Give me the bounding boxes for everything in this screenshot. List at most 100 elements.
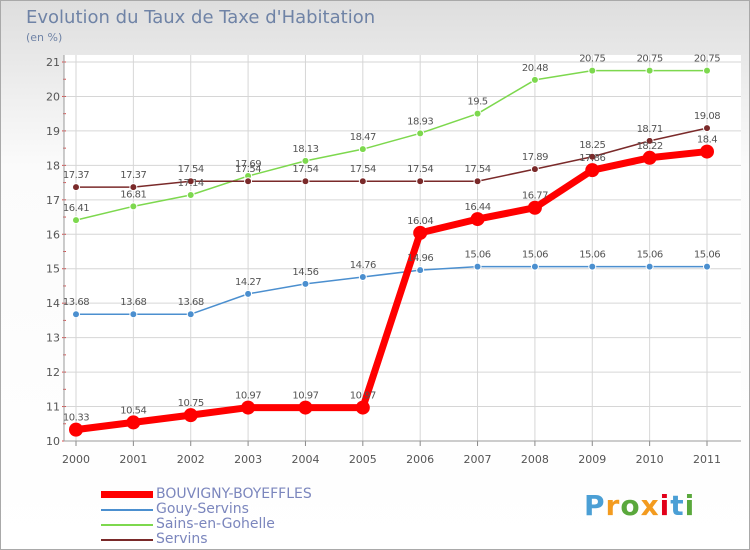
- data-label: 16.77: [522, 191, 548, 202]
- data-point: [244, 177, 253, 186]
- data-label: 17.89: [522, 152, 548, 163]
- data-label: 16.44: [464, 202, 490, 213]
- data-point: [473, 177, 482, 186]
- legend-label: Servins: [156, 531, 208, 547]
- legend-swatch: [101, 509, 153, 511]
- x-tick-label: 2006: [406, 453, 434, 466]
- x-tick-label: 2007: [464, 453, 492, 466]
- x-tick-label: 2010: [636, 453, 664, 466]
- data-point: [126, 415, 141, 430]
- data-label: 17.54: [235, 164, 261, 175]
- y-tick-label: 16: [46, 228, 60, 241]
- x-tick-label: 2000: [62, 453, 90, 466]
- data-label: 16.04: [407, 216, 433, 227]
- data-point: [642, 150, 657, 165]
- data-label: 15.06: [522, 250, 548, 261]
- data-label: 20.48: [522, 63, 548, 74]
- y-tick-label: 15: [46, 263, 60, 276]
- x-tick-label: 2002: [177, 453, 205, 466]
- x-tick-label: 2004: [291, 453, 319, 466]
- legend-label: Sains-en-Gohelle: [156, 516, 275, 532]
- y-tick-label: 20: [46, 90, 60, 103]
- data-label: 18.4: [697, 135, 717, 146]
- data-point: [416, 129, 425, 138]
- data-label: 17.54: [407, 164, 433, 175]
- data-point: [703, 124, 711, 133]
- data-label: 18.47: [350, 132, 376, 143]
- data-label: 15.06: [464, 250, 490, 261]
- data-point: [416, 177, 425, 186]
- data-point: [183, 408, 198, 423]
- data-label: 20.75: [579, 54, 605, 65]
- data-label: 17.54: [350, 164, 376, 175]
- data-label: 18.13: [292, 144, 318, 155]
- y-tick-label: 13: [46, 332, 60, 345]
- plot-area: [64, 55, 741, 441]
- data-point: [527, 200, 542, 215]
- data-label: 18.22: [637, 141, 663, 152]
- x-tick-label: 2003: [234, 453, 262, 466]
- y-tick-label: 10: [46, 435, 60, 448]
- data-point: [530, 262, 539, 271]
- data-point: [241, 400, 256, 415]
- data-point: [703, 262, 711, 271]
- data-point: [588, 66, 597, 75]
- x-tick-label: 2005: [349, 453, 377, 466]
- data-label: 17.54: [464, 164, 490, 175]
- data-point: [72, 310, 80, 319]
- series-line: [75, 148, 708, 434]
- y-tick-label: 11: [46, 401, 60, 414]
- data-label: 10.33: [63, 413, 89, 424]
- data-label: 14.76: [350, 260, 376, 271]
- data-point: [129, 202, 138, 211]
- data-point: [186, 310, 195, 319]
- data-point: [69, 422, 83, 437]
- data-point: [588, 152, 597, 161]
- data-label: 20.75: [694, 54, 720, 65]
- chart-title: Evolution du Taux de Taxe d'Habitation: [26, 7, 376, 28]
- legend-swatch: [101, 539, 153, 541]
- data-point: [358, 177, 367, 186]
- data-label: 16.81: [120, 189, 146, 200]
- y-tick-label: 17: [46, 194, 60, 207]
- data-point: [530, 75, 539, 84]
- data-point: [645, 262, 654, 271]
- data-label: 10.97: [350, 391, 376, 402]
- series-line: [76, 265, 707, 315]
- series-line: [76, 127, 708, 188]
- data-label: 10.75: [178, 398, 204, 409]
- data-label: 10.97: [235, 391, 261, 402]
- data-label: 16.41: [63, 203, 89, 214]
- data-point: [244, 289, 253, 298]
- data-label: 15.06: [579, 250, 605, 261]
- data-label: 10.97: [292, 391, 318, 402]
- y-tick-label: 18: [46, 159, 60, 172]
- data-label: 19.08: [694, 111, 720, 122]
- data-label: 19.5: [467, 97, 487, 108]
- data-label: 15.06: [694, 250, 720, 261]
- y-tick-label: 21: [46, 56, 60, 69]
- data-point: [129, 310, 138, 319]
- data-label: 20.75: [637, 54, 663, 65]
- data-point: [358, 272, 367, 281]
- data-point: [358, 145, 367, 154]
- series-line: [75, 69, 707, 221]
- x-tick-label: 2011: [693, 453, 721, 466]
- chart-subtitle: (en %): [26, 31, 63, 44]
- legend-swatch: [101, 524, 153, 526]
- data-label: 14.27: [235, 277, 261, 288]
- data-label: 17.86: [579, 153, 605, 164]
- data-point: [473, 262, 482, 271]
- data-point: [700, 144, 714, 159]
- data-label: 13.68: [120, 297, 146, 308]
- data-point: [129, 183, 138, 192]
- data-label: 14.96: [407, 253, 433, 264]
- data-point: [186, 177, 195, 186]
- data-label: 18.93: [407, 116, 433, 127]
- data-label: 13.68: [63, 297, 89, 308]
- data-point: [355, 400, 370, 415]
- data-point: [470, 212, 485, 227]
- legend-label: BOUVIGNY-BOYEFFLES: [156, 486, 312, 502]
